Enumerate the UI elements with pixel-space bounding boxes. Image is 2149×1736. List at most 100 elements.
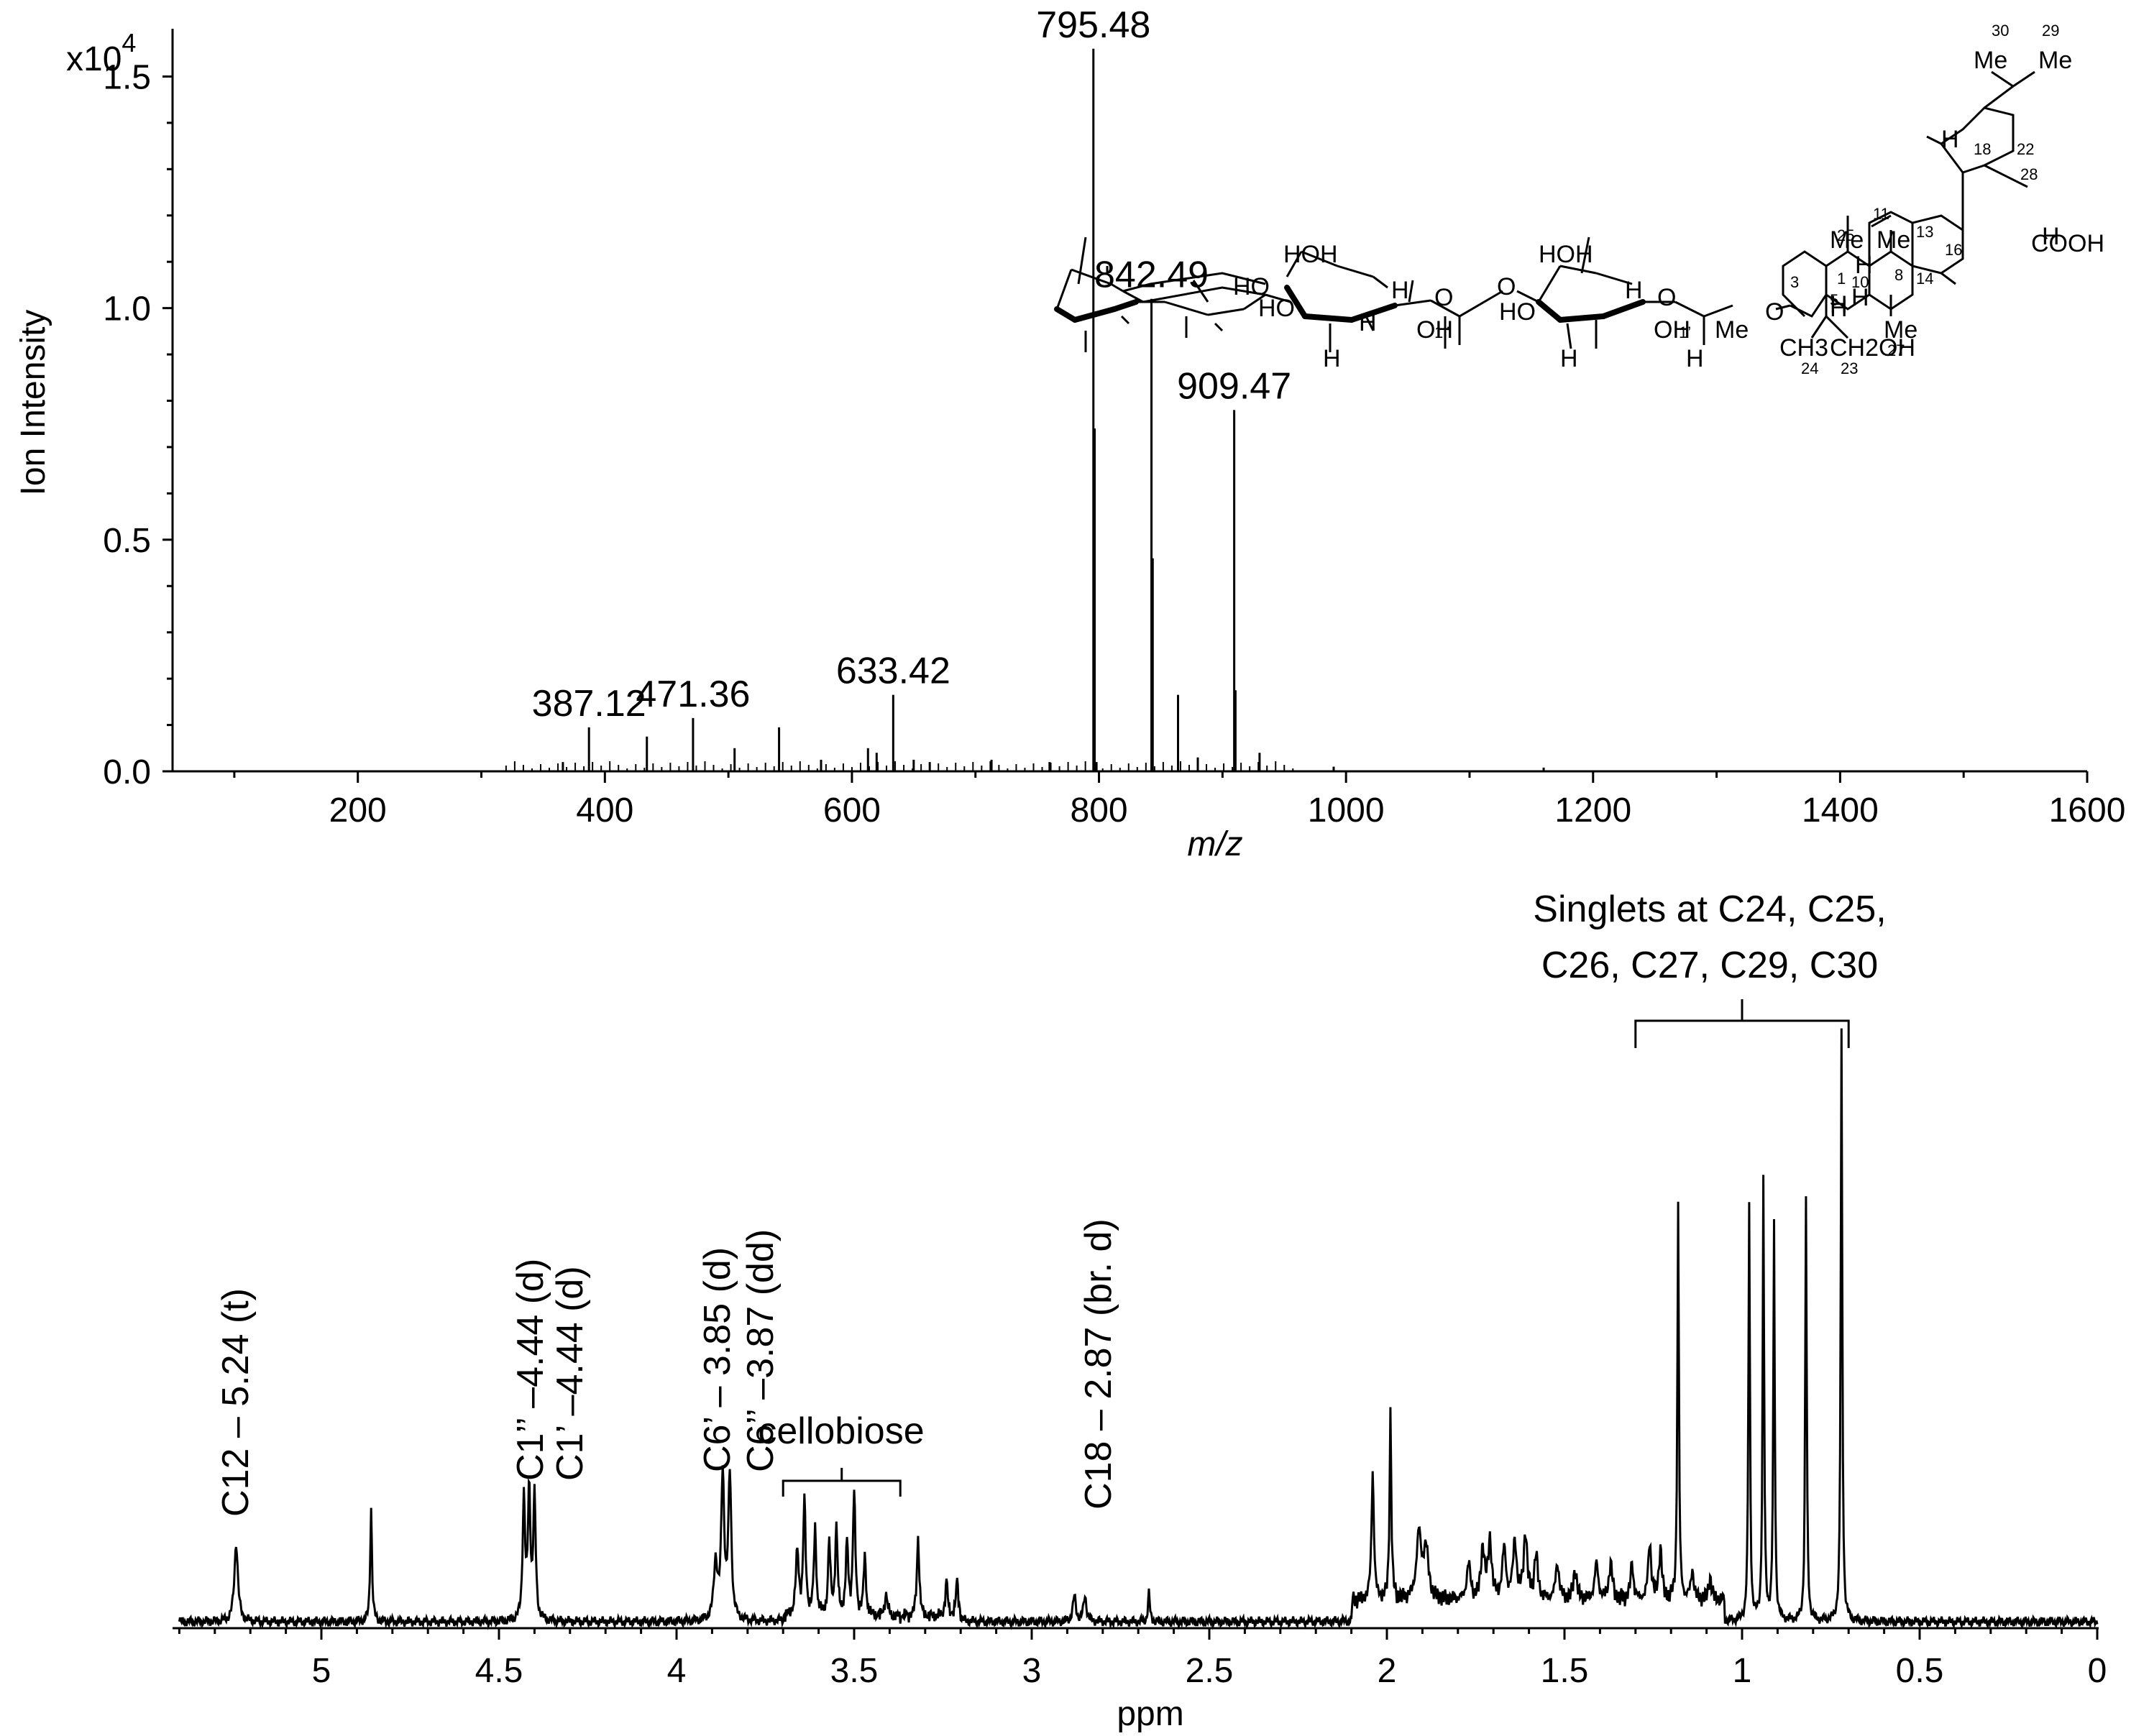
ms-peak-label: 387.12: [532, 683, 646, 725]
nmr-x-tick-label: 0.5: [1896, 1652, 1944, 1690]
nmr-trace: [178, 1028, 2099, 1630]
atom-label: COOH: [2031, 230, 2104, 257]
ms-y-tick-label: 0.5: [103, 522, 151, 560]
atom-number: 11: [1873, 205, 1889, 223]
atom-number: 27: [1887, 341, 1905, 359]
ms-x-tick-label: 600: [823, 791, 881, 830]
atom-label: Me: [1715, 316, 1749, 344]
atom-label: HO: [1258, 295, 1295, 322]
ms-y-multiplier: x104: [66, 28, 136, 78]
nmr-peak-annotation: C6’’ –3.87 (dd): [740, 1229, 782, 1472]
ms-peak-label: 795.48: [1036, 4, 1150, 46]
nmr-peak-annotation: C6’ – 3.85 (d): [697, 1247, 738, 1472]
bracket-label: cellobiose: [758, 1410, 924, 1452]
nmr-peak-annotation: C18 – 2.87 (br. d): [1078, 1218, 1119, 1510]
bracket-singlets: Singlets at C24, C25, C26, C27, C29, C30: [1533, 888, 1887, 1048]
atom-label: H: [2042, 223, 2060, 250]
triterpene-skeleton: [1775, 70, 2035, 339]
ms-x-tick-label: 1000: [1308, 791, 1385, 830]
atom-label: HO: [1233, 273, 1270, 300]
atom-label: Me: [1884, 316, 1917, 344]
atom-label: CH2OH: [1830, 334, 1915, 362]
atom-label: HO: [1499, 298, 1536, 326]
atom-number: 28: [2020, 165, 2038, 183]
atom-number: 14: [1916, 270, 1933, 288]
nmr-peak-annotation: C12 – 5.24 (t): [215, 1288, 257, 1517]
atom-number: 10: [1851, 273, 1869, 291]
ms-y-tick-label: 0.0: [103, 753, 151, 791]
nmr-x-tick-label: 2: [1378, 1652, 1397, 1690]
ms-x-tick-label: 800: [1071, 791, 1128, 830]
atom-label: H: [1560, 345, 1578, 372]
atom-label: Me: [1974, 47, 2007, 74]
nmr-x-tick-label: 3.5: [830, 1652, 879, 1690]
bracket-cellobiose: cellobiose: [758, 1410, 925, 1497]
atom-number: 30: [1992, 22, 2009, 40]
atom-label: CH3: [1779, 334, 1828, 362]
molecule-structure: HOH HO HO H O 1’’ OH H H O: [1054, 22, 2104, 377]
ms-x-ticks: 200 400 600 800 1000 1200 1400 1600: [233, 771, 2126, 830]
atom-number: 5: [1830, 291, 1838, 309]
ms-peak-label: 471.36: [636, 674, 750, 715]
nmr-spectrum-chart: 5 4.5 4 3.5 3 2.5 2 1.5 1 0.5 0 ppm C12 – 5.24 (t)…: [173, 888, 2107, 1733]
atom-number: 22: [2017, 140, 2034, 158]
nmr-x-tick-label: 2.5: [1186, 1652, 1234, 1690]
atom-label: H: [1830, 291, 1848, 318]
nmr-peak-annotation: C1’ –4.44 (d): [549, 1266, 591, 1481]
atom-number: 3: [1790, 273, 1799, 291]
atom-number: 13: [1916, 223, 1933, 241]
bracket-label: C26, C27, C29, C30: [1541, 945, 1878, 986]
atom-label: H: [1851, 284, 1869, 311]
atom-number: 8: [1894, 266, 1903, 284]
atom-label: H: [1686, 345, 1704, 372]
ms-y-tick-label: 1.5: [103, 58, 151, 96]
nmr-peak-annotation: C1’’ –4.44 (d): [510, 1259, 551, 1481]
glucose-ring-inner: [1284, 236, 1733, 352]
ms-y-ticks: 0.0 0.5 1.0 1.5: [103, 58, 173, 791]
atom-label: Me: [2038, 47, 2072, 74]
atom-number: 24: [1801, 359, 1818, 377]
ms-x-tick-label: 1400: [1802, 791, 1879, 830]
ms-x-tick-label: 1600: [2049, 791, 2126, 830]
atom-label: H: [1323, 345, 1341, 372]
atom-label: O: [1497, 273, 1516, 300]
nmr-x-axis-label: ppm: [1117, 1695, 1183, 1733]
ms-x-axis-label: m/z: [1187, 825, 1242, 863]
atom-label: HOH: [1539, 241, 1593, 268]
ms-peaks: [505, 48, 1545, 771]
nmr-x-tick-label: 1.5: [1541, 1652, 1589, 1690]
ms-y-tick-label: 1.0: [103, 290, 151, 329]
atom-number: 23: [1841, 359, 1858, 377]
nmr-annotations: C12 – 5.24 (t) C1’’ –4.44 (d)C1’ –4.44 (d…: [215, 1218, 1119, 1517]
atom-number: 29: [2042, 22, 2059, 40]
nmr-x-tick-label: 1: [1733, 1652, 1752, 1690]
ms-y-axis-label: Ion Intensity: [14, 310, 52, 496]
nmr-x-tick-label: 4.5: [475, 1652, 523, 1690]
atom-label: H: [1625, 277, 1643, 304]
nmr-x-tick-label: 4: [667, 1652, 687, 1690]
atom-number: 18: [1974, 140, 1991, 158]
atom-number: 1: [1837, 270, 1846, 288]
atom-label: O: [1657, 284, 1676, 311]
atom-label: H: [1830, 295, 1848, 322]
atom-number: 16: [1945, 241, 1962, 259]
nmr-x-tick-label: 0: [2088, 1652, 2107, 1690]
nmr-x-ticks: 5 4.5 4 3.5 3 2.5 2 1.5 1 0.5 0: [178, 1628, 2107, 1690]
atom-label: H: [1941, 126, 1959, 153]
ms-peak-label: 842.49: [1094, 254, 1209, 296]
ms-x-tick-label: 1200: [1554, 791, 1631, 830]
nmr-x-tick-label: 3: [1022, 1652, 1042, 1690]
atom-label: H: [1391, 277, 1409, 304]
atom-label: OH: [1654, 316, 1690, 344]
nmr-x-tick-label: 5: [312, 1652, 331, 1690]
mass-spectrum-chart: 200 400 600 800 1000 1200 1400 1600 0.0 0.5 1.0 1.…: [14, 4, 2125, 863]
ms-peak-label: 633.42: [836, 651, 950, 692]
bracket-label: Singlets at C24, C25,: [1533, 888, 1886, 930]
ms-x-tick-label: 400: [576, 791, 633, 830]
atom-label: O: [1765, 298, 1784, 326]
atom-number: 25: [1837, 226, 1854, 244]
atom-label: H: [1855, 252, 1873, 279]
atom-number: 1’: [1679, 323, 1691, 341]
